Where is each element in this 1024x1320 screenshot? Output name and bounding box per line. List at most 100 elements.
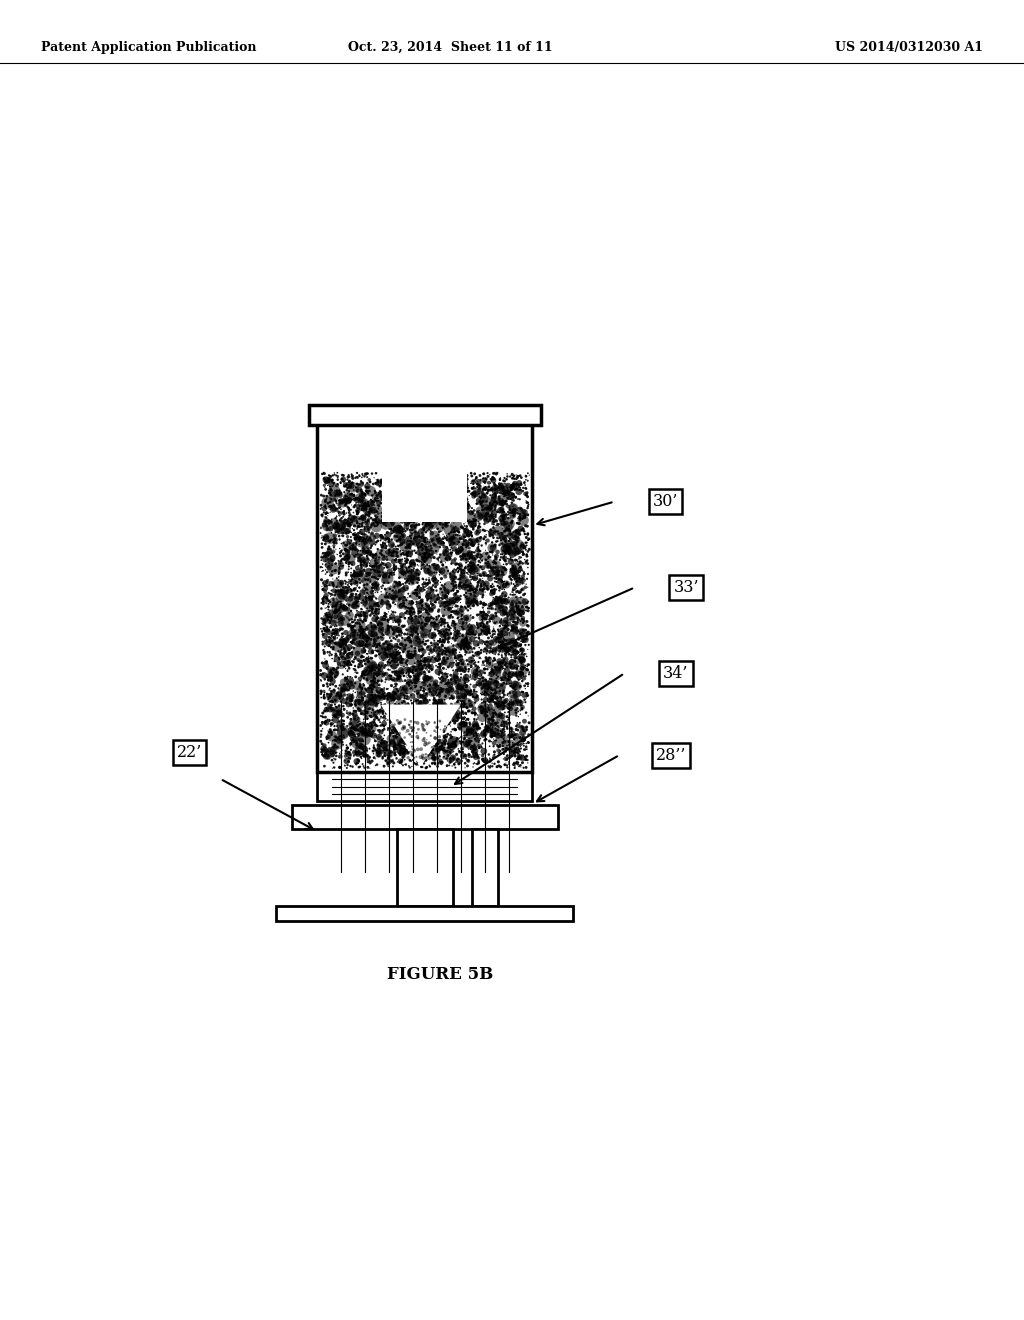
Point bbox=[509, 572, 525, 593]
Point bbox=[441, 487, 458, 508]
Point bbox=[474, 673, 490, 694]
Point bbox=[388, 500, 404, 521]
Point bbox=[479, 578, 496, 599]
Point bbox=[417, 466, 433, 487]
Point bbox=[406, 479, 422, 500]
Point bbox=[474, 750, 490, 771]
Point bbox=[387, 610, 403, 631]
Point bbox=[457, 634, 473, 655]
Point bbox=[433, 705, 450, 726]
Point bbox=[432, 701, 449, 722]
Point bbox=[425, 594, 441, 615]
Point bbox=[350, 562, 367, 583]
Point bbox=[484, 532, 501, 553]
Point bbox=[443, 579, 460, 601]
Point bbox=[332, 713, 348, 734]
Point bbox=[479, 482, 496, 503]
Point bbox=[467, 692, 483, 713]
Point bbox=[341, 594, 357, 615]
Point bbox=[368, 696, 384, 717]
Point bbox=[337, 648, 353, 669]
Point bbox=[356, 463, 373, 484]
Point bbox=[499, 673, 515, 694]
Point bbox=[387, 694, 403, 715]
Point bbox=[414, 507, 430, 528]
Point bbox=[421, 678, 437, 700]
Point bbox=[493, 623, 509, 644]
Point bbox=[496, 527, 512, 548]
Point bbox=[316, 682, 333, 704]
Point bbox=[484, 492, 501, 513]
Point bbox=[382, 491, 398, 512]
Point bbox=[466, 548, 482, 569]
Point bbox=[417, 678, 433, 700]
Point bbox=[432, 537, 449, 558]
Point bbox=[334, 556, 350, 577]
Point bbox=[393, 634, 410, 655]
Point bbox=[433, 754, 450, 775]
Point bbox=[421, 743, 437, 764]
Point bbox=[486, 550, 503, 572]
Point bbox=[318, 513, 335, 535]
Point bbox=[486, 591, 503, 612]
Point bbox=[414, 612, 430, 634]
Point bbox=[457, 668, 473, 689]
Point bbox=[351, 676, 368, 697]
Point bbox=[394, 717, 411, 738]
Point bbox=[447, 591, 464, 612]
Point bbox=[390, 535, 407, 556]
Point bbox=[417, 579, 433, 601]
Point bbox=[436, 726, 453, 747]
Point bbox=[352, 655, 369, 676]
Point bbox=[432, 531, 449, 552]
Point bbox=[463, 681, 479, 702]
Point bbox=[476, 616, 493, 638]
Point bbox=[357, 653, 374, 675]
Point bbox=[420, 589, 436, 610]
Point bbox=[370, 634, 386, 655]
Point bbox=[467, 664, 483, 685]
Point bbox=[319, 727, 336, 748]
Point bbox=[508, 487, 524, 508]
Point bbox=[374, 655, 390, 676]
Point bbox=[356, 738, 373, 759]
Point bbox=[357, 589, 374, 610]
Point bbox=[392, 634, 409, 655]
Point bbox=[373, 708, 389, 729]
Point bbox=[481, 648, 498, 669]
Point bbox=[469, 546, 485, 568]
Point bbox=[367, 480, 383, 502]
Point bbox=[520, 673, 537, 694]
Point bbox=[442, 529, 459, 550]
Point bbox=[490, 696, 507, 717]
Point bbox=[413, 690, 429, 711]
Point bbox=[323, 636, 339, 657]
Point bbox=[483, 726, 500, 747]
Point bbox=[355, 622, 372, 643]
Point bbox=[316, 549, 333, 570]
Point bbox=[377, 688, 393, 709]
Point bbox=[445, 524, 462, 545]
Point bbox=[456, 714, 472, 735]
Point bbox=[465, 482, 481, 503]
Point bbox=[396, 569, 413, 590]
Point bbox=[354, 722, 371, 743]
Point bbox=[453, 742, 469, 763]
Point bbox=[452, 525, 468, 546]
Point bbox=[430, 675, 446, 696]
Point bbox=[346, 624, 362, 645]
Point bbox=[339, 523, 355, 544]
Point bbox=[316, 477, 333, 498]
Point bbox=[354, 512, 371, 533]
Point bbox=[371, 675, 387, 696]
Point bbox=[345, 681, 361, 702]
Point bbox=[334, 540, 350, 561]
Point bbox=[350, 474, 367, 495]
Point bbox=[343, 601, 359, 622]
Point bbox=[488, 545, 505, 566]
Point bbox=[423, 520, 439, 541]
Point bbox=[484, 710, 501, 731]
Point bbox=[370, 734, 386, 755]
Point bbox=[315, 527, 332, 548]
Point bbox=[460, 572, 476, 593]
